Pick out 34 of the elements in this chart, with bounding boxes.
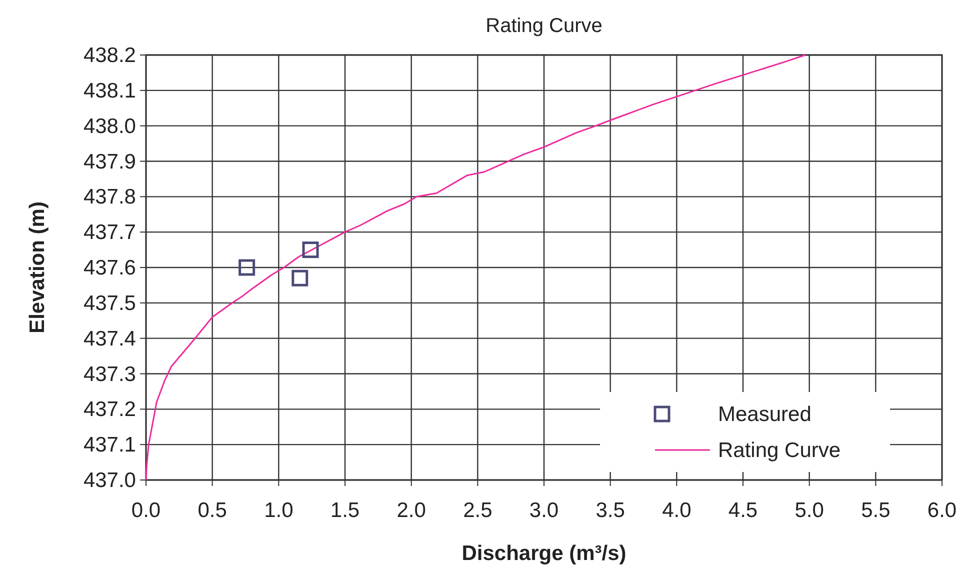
point xyxy=(292,270,308,286)
x-tick-label: 4.5 xyxy=(728,499,758,522)
y-tick-label: 437.6 xyxy=(83,256,136,280)
x-tick-label: 5.5 xyxy=(861,499,890,522)
y-tick-label: 438.2 xyxy=(83,44,136,67)
x-tick-label: 5.0 xyxy=(794,499,824,522)
point xyxy=(238,259,256,276)
x-tick-label: 2.5 xyxy=(463,499,492,522)
x-tick-label: 1.0 xyxy=(264,499,294,522)
point xyxy=(302,242,319,258)
x-tick-label: 2.0 xyxy=(396,499,426,522)
y-tick-label: 437.0 xyxy=(83,469,136,492)
y-tick-label: 437.2 xyxy=(83,398,136,422)
y-tick-label: 437.4 xyxy=(83,327,136,350)
y-tick-label: 438.1 xyxy=(83,79,136,102)
y-axis-title: Elevation (m) xyxy=(26,202,49,334)
y-tick-label: 437.8 xyxy=(83,186,136,209)
x-tick-label: 3.5 xyxy=(596,499,625,522)
y-tick-label: 437.5 xyxy=(83,292,136,315)
x-tick-label: 6.0 xyxy=(927,499,957,522)
x-tick-label: 4.0 xyxy=(662,499,692,522)
x-axis-title: Discharge (m³/s) xyxy=(462,542,626,565)
legend-label: Measured xyxy=(718,403,812,426)
x-tick-label: 0.5 xyxy=(198,499,227,522)
y-tick-label: 437.3 xyxy=(83,362,136,386)
y-tick-label: 437.1 xyxy=(83,434,136,457)
x-tick-label: 1.5 xyxy=(330,499,360,522)
y-tick-label: 437.9 xyxy=(83,150,136,174)
chart-title: Rating Curve xyxy=(486,15,602,37)
x-tick-label: 3.0 xyxy=(529,499,559,522)
x-tick-label: 0.0 xyxy=(131,499,161,522)
y-tick-label: 437.7 xyxy=(83,221,136,244)
y-tick-label: 438.0 xyxy=(83,114,136,138)
legend-label: Rating Curve xyxy=(718,439,841,462)
